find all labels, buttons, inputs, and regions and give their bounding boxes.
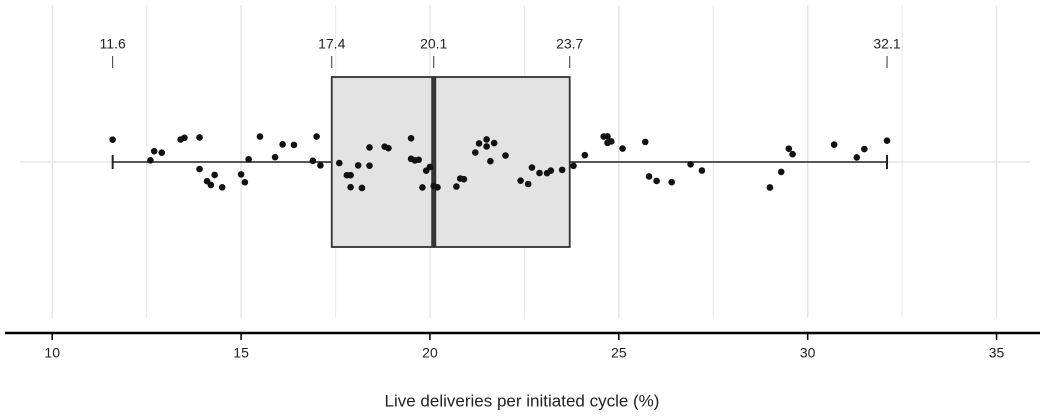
point <box>158 149 166 156</box>
point <box>653 177 660 185</box>
point <box>487 157 494 165</box>
summary-label: 32.1 <box>873 36 900 52</box>
point <box>517 177 524 184</box>
x-axis-label: Live deliveries per initiated cycle (%) <box>385 391 660 410</box>
point <box>536 169 543 177</box>
point <box>109 136 116 143</box>
point <box>196 165 203 173</box>
point <box>570 162 577 170</box>
point <box>241 178 249 186</box>
summary-label: 17.4 <box>318 36 345 52</box>
point <box>883 137 891 145</box>
point <box>366 162 373 169</box>
point <box>558 166 566 174</box>
point <box>290 141 298 149</box>
point <box>309 157 317 165</box>
point <box>419 184 426 191</box>
point <box>785 145 793 152</box>
point <box>426 163 434 171</box>
point <box>207 181 215 189</box>
point <box>453 183 460 190</box>
point <box>335 159 343 167</box>
point <box>366 144 373 151</box>
point <box>271 153 279 161</box>
point <box>830 141 838 148</box>
x-tick-label: 20 <box>422 345 438 361</box>
point <box>528 164 536 171</box>
point <box>237 171 245 178</box>
point <box>607 138 615 145</box>
point <box>861 145 868 153</box>
point <box>604 133 611 140</box>
x-tick-label: 30 <box>800 345 816 361</box>
point <box>385 144 392 152</box>
point <box>547 167 555 174</box>
point <box>483 136 490 143</box>
point <box>789 150 796 158</box>
point <box>434 184 441 191</box>
point <box>147 157 154 164</box>
point <box>460 175 468 183</box>
point <box>245 155 252 163</box>
x-tick-label: 35 <box>989 345 1005 361</box>
point <box>483 143 490 150</box>
point <box>641 138 649 146</box>
point <box>313 133 320 140</box>
point <box>668 178 676 186</box>
point <box>619 145 626 152</box>
point <box>698 167 706 174</box>
point <box>502 152 509 159</box>
point <box>471 149 479 156</box>
x-tick-label: 10 <box>44 345 60 361</box>
point <box>347 171 354 179</box>
x-tick-label: 15 <box>233 345 249 361</box>
point <box>415 156 422 164</box>
point <box>407 134 415 142</box>
summary-label: 23.7 <box>556 36 583 52</box>
summary-label: 20.1 <box>420 36 447 52</box>
point <box>317 162 324 169</box>
point <box>279 141 286 148</box>
point <box>150 147 158 155</box>
point <box>490 139 498 147</box>
point <box>196 134 203 141</box>
point <box>347 183 354 191</box>
point <box>354 162 362 169</box>
point <box>475 140 483 147</box>
point <box>181 134 188 142</box>
point <box>853 154 861 161</box>
point <box>358 184 366 192</box>
point <box>256 133 264 140</box>
point <box>645 173 653 180</box>
box <box>330 76 571 248</box>
point <box>766 184 774 191</box>
point <box>524 180 532 188</box>
point <box>687 161 694 168</box>
x-tick-label: 25 <box>611 345 627 361</box>
point <box>581 151 589 159</box>
point <box>218 183 226 191</box>
summary-label: 11.6 <box>100 36 126 52</box>
point <box>211 171 218 179</box>
point <box>777 168 785 176</box>
